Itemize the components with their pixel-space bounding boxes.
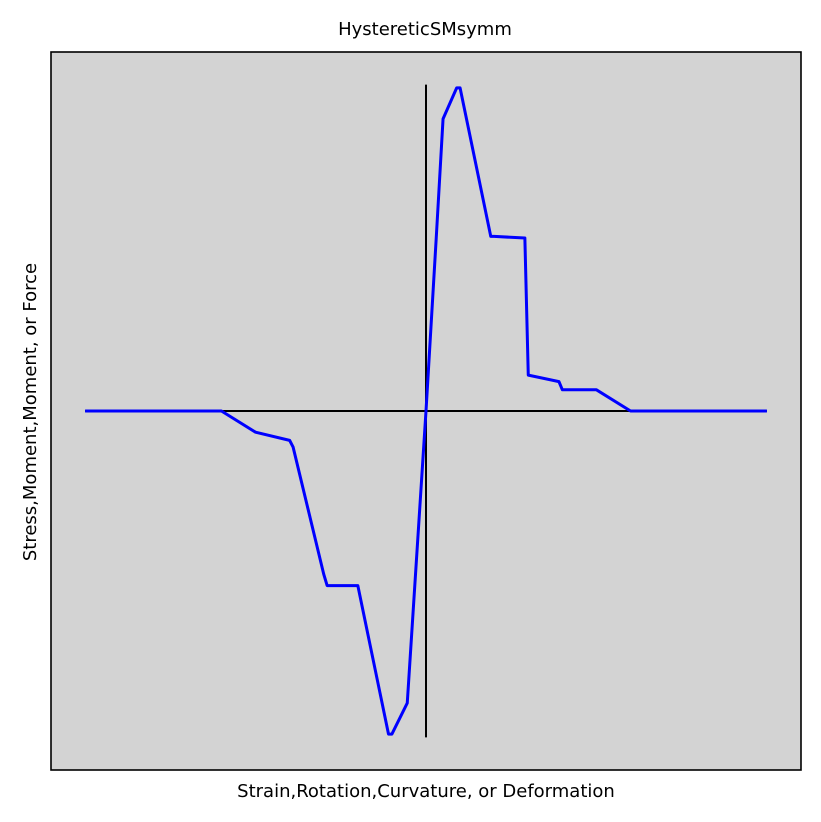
chart-title: HystereticSMsymm — [338, 19, 512, 40]
y-axis-label: Stress,Moment,Moment, or Force — [20, 263, 41, 561]
x-axis-label: Strain,Rotation,Curvature, or Deformatio… — [237, 781, 615, 802]
series-line — [85, 86, 767, 736]
series-layer — [85, 86, 767, 736]
